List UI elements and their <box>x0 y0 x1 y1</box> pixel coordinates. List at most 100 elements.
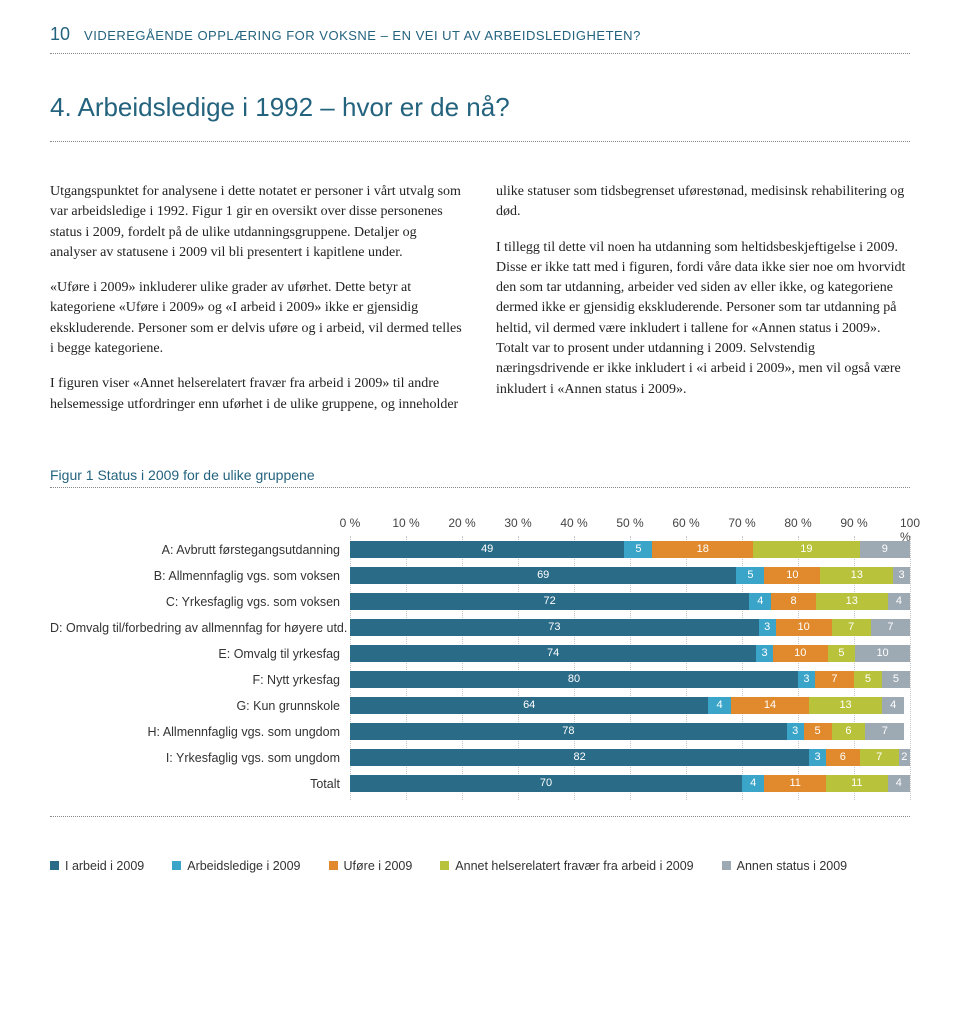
bar-track: 64414134 <box>350 694 910 720</box>
bar-segment: 4 <box>742 775 764 792</box>
bar-segment: 4 <box>708 697 730 714</box>
legend-swatch <box>50 861 59 870</box>
legend-swatch <box>172 861 181 870</box>
bar-track: 69510133 <box>350 564 910 590</box>
bar-segment: 74 <box>350 645 756 662</box>
body-paragraph: «Uføre i 2009» inkluderer ulike grader a… <box>50 278 464 359</box>
bar-row-label: E: Omvalg til yrkesfag <box>50 642 350 668</box>
chart-legend: I arbeid i 2009 Arbeidsledige i 2009 Uføre… <box>50 817 910 873</box>
bar-segment: 78 <box>350 723 787 740</box>
bar-row-label: B: Allmennfaglig vgs. som voksen <box>50 564 350 590</box>
axis-tick-label: 70 % <box>728 516 755 530</box>
bar-segment: 5 <box>828 645 855 662</box>
bar-segment: 19 <box>753 541 859 558</box>
bar-segment: 5 <box>736 567 764 584</box>
section-title: 4. Arbeidsledige i 1992 – hvor er de nå? <box>50 54 910 141</box>
bar-stack: 64414134 <box>350 697 910 714</box>
page-number: 10 <box>50 24 70 45</box>
bar-segment: 49 <box>350 541 624 558</box>
bar-segment: 70 <box>350 775 742 792</box>
running-title: VIDEREGÅENDE OPPLÆRING FOR VOKSNE – EN V… <box>84 28 641 43</box>
bar-row-label: H: Allmennfaglig vgs. som ungdom <box>50 720 350 746</box>
bar-segment: 10 <box>764 567 820 584</box>
bar-segment: 2 <box>899 749 910 766</box>
bar-stack: 823672 <box>350 749 910 766</box>
axis-tick-label: 30 % <box>504 516 531 530</box>
axis-tick-label: 60 % <box>672 516 699 530</box>
body-text: Utgangspunktet for analysene i dette not… <box>50 142 910 457</box>
legend-item: I arbeid i 2009 <box>50 859 144 873</box>
bar-segment: 5 <box>804 723 832 740</box>
bar-track: 70411114 <box>350 772 910 798</box>
bar-row-label: D: Omvalg til/forbedring av allmennfag f… <box>50 616 350 642</box>
bar-segment: 11 <box>764 775 826 792</box>
bar-segment: 80 <box>350 671 798 688</box>
bar-segment: 10 <box>855 645 910 662</box>
legend-swatch <box>722 861 731 870</box>
bar-segment: 6 <box>826 749 860 766</box>
figure-1-chart: 0 %10 %20 %30 %40 %50 %60 %70 %80 %90 %1… <box>50 488 910 873</box>
bar-stack: 803755 <box>350 671 910 688</box>
axis-tick-label: 20 % <box>448 516 475 530</box>
bar-segment: 5 <box>882 671 910 688</box>
bar-segment: 3 <box>787 723 804 740</box>
bar-segment: 72 <box>350 593 749 610</box>
bar-stack: 7331077 <box>350 619 910 636</box>
bar-row-label: Totalt <box>50 772 350 798</box>
bar-segment: 11 <box>826 775 888 792</box>
bar-segment: 5 <box>624 541 652 558</box>
bar-track: 803755 <box>350 668 910 694</box>
legend-label: Annen status i 2009 <box>737 859 848 873</box>
bar-track: 823672 <box>350 746 910 772</box>
bar-segment: 10 <box>773 645 828 662</box>
bar-segment: 8 <box>771 593 815 610</box>
bar-segment: 4 <box>888 775 910 792</box>
legend-label: I arbeid i 2009 <box>65 859 144 873</box>
bar-segment: 69 <box>350 567 736 584</box>
bar-segment: 3 <box>759 619 776 636</box>
bar-stack: 783567 <box>350 723 910 740</box>
bar-segment: 82 <box>350 749 809 766</box>
legend-label: Arbeidsledige i 2009 <box>187 859 300 873</box>
legend-label: Annet helserelatert fravær fra arbeid i … <box>455 859 693 873</box>
bar-segment: 3 <box>893 567 910 584</box>
figure-title: Figur 1 Status i 2009 for de ulike grupp… <box>50 457 910 487</box>
bar-segment: 13 <box>820 567 893 584</box>
bar-segment: 6 <box>832 723 866 740</box>
bar-segment: 3 <box>798 671 815 688</box>
legend-swatch <box>440 861 449 870</box>
axis-tick-label: 80 % <box>784 516 811 530</box>
bar-stack: 69510133 <box>350 567 910 584</box>
bar-track: 7331077 <box>350 616 910 642</box>
bar-segment: 14 <box>731 697 809 714</box>
bar-segment: 7 <box>865 723 904 740</box>
bar-segment: 5 <box>854 671 882 688</box>
bar-segment: 10 <box>776 619 832 636</box>
bar-segment: 73 <box>350 619 759 636</box>
bar-track: 783567 <box>350 720 910 746</box>
gridline <box>910 536 911 800</box>
bar-row-label: F: Nytt yrkesfag <box>50 668 350 694</box>
bar-stack: 7248134 <box>350 593 910 610</box>
bar-segment: 18 <box>652 541 753 558</box>
bar-row-label: C: Yrkesfaglig vgs. som voksen <box>50 590 350 616</box>
bar-stack: 74310510 <box>350 645 910 662</box>
x-axis: 0 %10 %20 %30 %40 %50 %60 %70 %80 %90 %1… <box>350 516 910 538</box>
legend-swatch <box>329 861 338 870</box>
bar-track: 49518199 <box>350 538 910 564</box>
bar-segment: 4 <box>882 697 904 714</box>
legend-item: Arbeidsledige i 2009 <box>172 859 300 873</box>
legend-label: Uføre i 2009 <box>344 859 413 873</box>
bar-stack: 70411114 <box>350 775 910 792</box>
body-paragraph: Utgangspunktet for analysene i dette not… <box>50 182 464 263</box>
bar-segment: 3 <box>756 645 772 662</box>
axis-tick-label: 10 % <box>392 516 419 530</box>
bar-segment: 9 <box>860 541 910 558</box>
bar-segment: 7 <box>815 671 854 688</box>
bar-segment: 13 <box>816 593 888 610</box>
legend-item: Annen status i 2009 <box>722 859 848 873</box>
axis-tick-label: 40 % <box>560 516 587 530</box>
bar-segment: 3 <box>809 749 826 766</box>
axis-tick-label: 0 % <box>340 516 361 530</box>
bar-stack: 49518199 <box>350 541 910 558</box>
